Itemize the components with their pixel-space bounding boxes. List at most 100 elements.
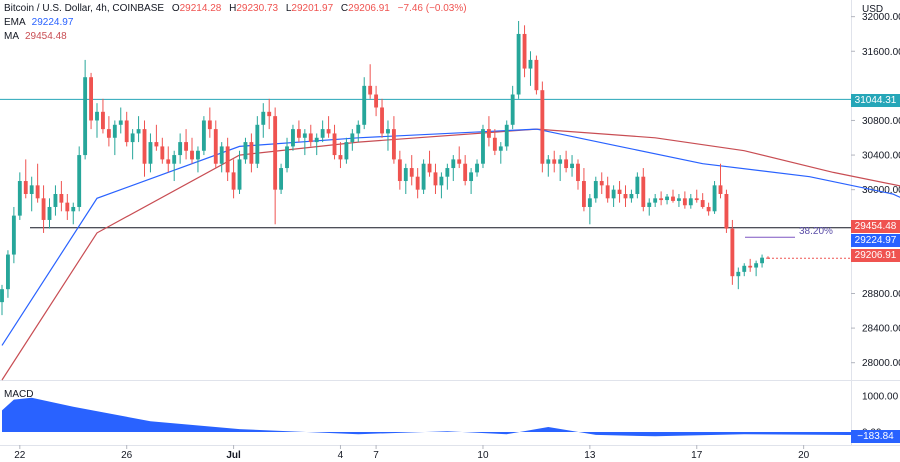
candle-body <box>190 150 194 160</box>
candle-body <box>255 124 260 164</box>
macd-area <box>2 397 900 437</box>
candle-body <box>552 159 557 164</box>
candle-body <box>421 163 426 190</box>
candle-body <box>178 142 183 156</box>
candle-body <box>213 129 218 164</box>
candle-body <box>279 168 284 190</box>
candle-body <box>196 150 200 160</box>
candle-body <box>516 33 521 95</box>
candle-body <box>23 181 28 194</box>
legend-ema-row[interactable]: EMA 29224.97 <box>4 16 467 30</box>
candle-body <box>118 120 123 125</box>
price-tick-label: 30000.00 <box>862 185 900 196</box>
legend-ma-row[interactable]: MA 29454.48 <box>4 30 467 44</box>
ma-label: MA <box>4 31 19 42</box>
date-tick-label: 22 <box>14 450 26 461</box>
candle-body <box>326 129 331 134</box>
candle-body <box>694 198 699 201</box>
candle-body <box>712 185 717 212</box>
candle-body <box>237 159 242 190</box>
close-value: 29206.91 <box>348 3 390 14</box>
candle-body <box>47 206 52 220</box>
candles-group <box>0 20 770 316</box>
candle-body <box>463 163 468 182</box>
candle-body <box>730 228 735 277</box>
candle-body <box>201 120 206 151</box>
candle-body <box>368 85 373 95</box>
candle-body <box>748 265 753 268</box>
candle-body <box>617 189 622 194</box>
candle-body <box>267 111 272 117</box>
candle-body <box>338 155 343 160</box>
macd-legend[interactable]: MACD <box>4 389 33 400</box>
candle-body <box>0 289 4 303</box>
candle-body <box>344 142 349 160</box>
candle-body <box>83 77 88 156</box>
candle-body <box>249 142 254 164</box>
candle-body <box>53 194 58 207</box>
candle-body <box>374 94 379 108</box>
candle-body <box>641 176 646 207</box>
candle-body <box>314 137 319 143</box>
candle-body <box>391 129 396 160</box>
low-label: L <box>285 3 292 14</box>
candle-body <box>130 133 135 143</box>
price-tick-label: 31600.00 <box>862 47 900 58</box>
candle-body <box>296 129 301 138</box>
chart-legend: Bitcoin / U.S. Dollar, 4h, COINBASE O292… <box>4 2 467 44</box>
candle-body <box>17 181 22 216</box>
resistance-price-label: 31044.31 <box>851 94 900 107</box>
ma-line <box>1 128 900 381</box>
candle-body <box>106 129 111 138</box>
candle-body <box>302 133 307 138</box>
candle-body <box>124 120 129 143</box>
ma-value: 29454.48 <box>25 31 67 42</box>
candle-body <box>71 206 76 212</box>
candle-body <box>225 146 230 173</box>
change-value: −7.46 (−0.03%) <box>397 3 467 14</box>
candle-body <box>581 181 586 207</box>
candle-body <box>35 185 40 199</box>
candle-body <box>599 181 604 186</box>
low-value: 29201.97 <box>291 3 334 14</box>
candle-body <box>148 142 153 164</box>
candle-body <box>261 111 266 125</box>
candle-body <box>136 129 141 134</box>
candle-body <box>671 196 675 201</box>
price-tick-label: 32000.00 <box>862 12 900 23</box>
candle-body <box>457 159 462 164</box>
candle-body <box>742 265 747 272</box>
date-tick-label: 17 <box>691 450 703 461</box>
candle-body <box>504 124 509 147</box>
candle-body <box>95 111 99 121</box>
candle-body <box>665 196 669 201</box>
candle-body <box>635 176 640 194</box>
candle-body <box>41 198 46 220</box>
candle-body <box>677 198 681 201</box>
candle-body <box>469 172 474 182</box>
candle-body <box>605 185 610 199</box>
candle-body <box>534 59 539 91</box>
candle-body <box>546 159 551 164</box>
candle-body <box>397 159 402 182</box>
candle-body <box>356 124 361 134</box>
candle-body <box>172 155 177 164</box>
date-tick-label: 20 <box>798 450 810 461</box>
candle-body <box>623 194 628 199</box>
date-tick-label: 4 <box>338 450 344 461</box>
candle-body <box>386 129 390 134</box>
candle-body <box>558 159 563 164</box>
date-tick-label: 10 <box>477 450 489 461</box>
candle-body <box>433 172 438 186</box>
ema-label: EMA <box>4 17 26 28</box>
candle-body <box>231 172 236 190</box>
candle-body <box>564 159 569 169</box>
candle-body <box>451 159 456 169</box>
candle-body <box>320 129 325 138</box>
candle-body <box>362 85 367 125</box>
date-tick-label: 7 <box>373 450 379 461</box>
date-tick-label: 26 <box>121 450 133 461</box>
candle-body <box>273 116 278 190</box>
